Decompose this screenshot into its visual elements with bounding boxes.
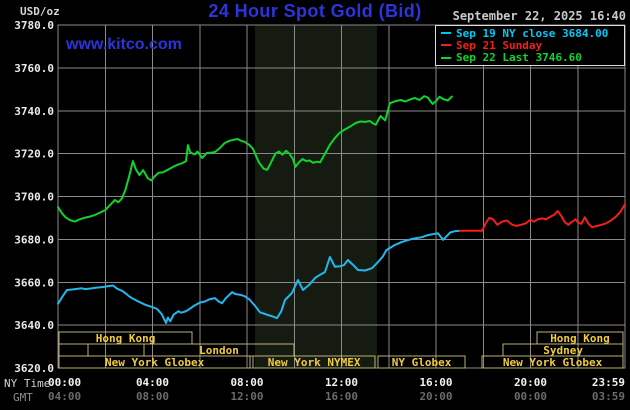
session-label: New York Globex: [503, 356, 603, 369]
y-tick-label: 3620.0: [14, 362, 54, 375]
session-box: [58, 355, 251, 369]
session-box: [87, 343, 145, 357]
units-label: USD/oz: [20, 5, 60, 18]
x-tick-label: 04:00: [136, 376, 169, 389]
x-tick-label: 04:00: [48, 390, 81, 403]
gridlines: [58, 24, 625, 369]
x-tick-label: 16:00: [325, 390, 358, 403]
series-sep-22-last: [57, 95, 453, 223]
session-label: Sydney: [543, 344, 583, 357]
y-axis-labels: 3780.0 3760.0 3740.0 3720.0 3700.0 3680.0 3660…: [14, 19, 54, 375]
legend-item-sep21: Sep 21 Sunday: [441, 38, 622, 52]
legend-item-label: Sep 19 NY close 3684.00: [456, 26, 609, 40]
page-title: 24 Hour Spot Gold (Bid): [208, 1, 422, 21]
x-tick-label: 20:00: [514, 376, 547, 389]
y-tick-label: 3740.0: [14, 105, 54, 118]
legend-dash-icon: [441, 56, 451, 59]
kitco-watermark-link[interactable]: www.kitco.com: [66, 36, 182, 53]
x-tick-label: 12:00: [230, 390, 263, 403]
y-tick-label: 3700.0: [14, 191, 54, 204]
session-label: New York NYMEX: [268, 356, 361, 369]
legend-item-sep19: Sep 19 NY close 3684.00: [441, 26, 622, 40]
x-tick-label: 08:00: [230, 376, 263, 389]
y-tick-label: 3720.0: [14, 148, 54, 161]
series-sep-19-ny-close: [57, 229, 461, 324]
legend-item-label: Sep 21 Sunday: [456, 38, 543, 52]
y-tick-label: 3780.0: [14, 19, 54, 32]
x-tick-label: 16:00: [419, 376, 452, 389]
x-tick-label: 00:00: [48, 376, 81, 389]
x-tick-label: 23:59: [592, 376, 625, 389]
y-tick-label: 3660.0: [14, 276, 54, 289]
x-tick-label: 20:00: [419, 390, 452, 403]
legend-dash-icon: [441, 44, 451, 47]
x-tick-label: 12:00: [325, 376, 358, 389]
datetime-label: September 22, 2025 16:40: [452, 9, 626, 23]
session-box: [58, 343, 89, 357]
y-tick-label: 3640.0: [14, 319, 54, 332]
gmt-axis-label: GMT: [13, 391, 33, 404]
session-label: Hong Kong: [96, 332, 156, 345]
session-label: London: [199, 344, 239, 357]
session-label: NY Globex: [392, 356, 452, 369]
legend-item-sep22: Sep 22 Last 3746.60: [441, 51, 622, 65]
session-box: [377, 355, 466, 369]
ny-time-ticks: 00:00 04:00 08:00 12:00 16:00 20:00 23:59: [48, 376, 625, 389]
legend-dash-icon: [441, 32, 451, 35]
series-sep-21-sunday: [458, 203, 626, 232]
session-label: New York Globex: [105, 356, 205, 369]
y-tick-label: 3760.0: [14, 62, 54, 75]
y-tick-label: 3680.0: [14, 233, 54, 246]
x-tick-label: 00:00: [514, 390, 547, 403]
ny-time-axis-label: NY Time: [4, 377, 51, 390]
session-box: [252, 355, 376, 369]
session-box: [481, 355, 624, 369]
x-tick-label: 03:59: [592, 390, 625, 403]
session-label: Hong Kong: [550, 332, 610, 345]
x-tick-label: 08:00: [136, 390, 169, 403]
legend: Sep 19 NY close 3684.00 Sep 21 Sunday Se…: [435, 25, 625, 66]
gmt-ticks: 04:00 08:00 12:00 16:00 20:00 00:00 03:59: [48, 390, 625, 403]
legend-item-label: Sep 22 Last 3746.60: [456, 51, 582, 65]
